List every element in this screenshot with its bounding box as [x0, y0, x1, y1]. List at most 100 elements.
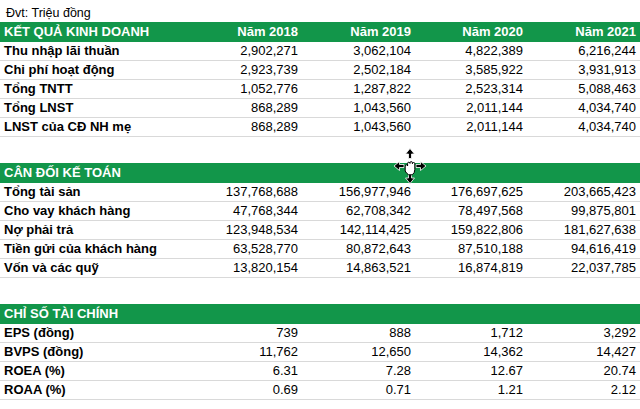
cell-value[interactable]: 123,948,534 [190, 221, 302, 240]
row-label: Nợ phải trả [0, 221, 190, 240]
table-row[interactable]: Nợ phải trả123,948,534142,114,425159,822… [0, 221, 640, 240]
cell-value[interactable]: 14,427 [527, 343, 640, 362]
sections: KẾT QUẢ KINH DOANH Năm 2018Năm 2019Năm 2… [0, 22, 640, 400]
cell-value[interactable]: 159,822,806 [415, 221, 527, 240]
cell-value[interactable]: 181,627,638 [527, 221, 640, 240]
table-row[interactable]: Chi phí hoạt động2,923,7392,502,1843,585… [0, 61, 640, 80]
cell-value[interactable]: 0.71 [302, 381, 415, 400]
cell-value[interactable]: 203,665,423 [527, 183, 640, 202]
row-label: ROAA (%) [0, 381, 190, 400]
cell-value[interactable]: 868,289 [190, 99, 302, 118]
table-row[interactable]: Tổng LNST868,2891,043,5602,011,1444,034,… [0, 99, 640, 118]
row-label: Tiền gửi của khách hàng [0, 240, 190, 259]
cell-value[interactable]: 888 [302, 324, 415, 343]
cell-value[interactable]: 3,931,913 [527, 61, 640, 80]
section-header-row: CÂN ĐỐI KẾ TOÁN [0, 163, 640, 183]
unit-note: Đvt: Triệu đồng [0, 0, 640, 22]
table-row[interactable]: Thu nhập lãi thuần2,902,2713,062,1044,82… [0, 42, 640, 61]
row-label: Chi phí hoạt động [0, 61, 190, 80]
cell-value[interactable]: 0.69 [190, 381, 302, 400]
cell-value[interactable]: 3,062,104 [302, 42, 415, 61]
cell-value[interactable]: 1.21 [415, 381, 527, 400]
section-header-row: KẾT QUẢ KINH DOANH Năm 2018Năm 2019Năm 2… [0, 22, 640, 42]
section-table-1: CÂN ĐỐI KẾ TOÁN Tổng tài sản137,768,6881… [0, 163, 640, 278]
cell-value[interactable]: 4,034,740 [527, 118, 640, 137]
cell-value[interactable]: 80,872,643 [302, 240, 415, 259]
cell-value[interactable]: 78,497,568 [415, 202, 527, 221]
table-row[interactable]: ROEA (%)6.317.2812.6720.74 [0, 362, 640, 381]
table-row[interactable]: Tổng TNTT1,052,7761,287,8222,523,3145,08… [0, 80, 640, 99]
cell-value[interactable]: 3,585,922 [415, 61, 527, 80]
cell-value[interactable]: 2,923,739 [190, 61, 302, 80]
cell-value[interactable]: 20.74 [527, 362, 640, 381]
cell-value[interactable]: 2,902,271 [190, 42, 302, 61]
cell-value[interactable]: 7.28 [302, 362, 415, 381]
row-label: LNST của CĐ NH mẹ [0, 118, 190, 137]
row-label: EPS (đồng) [0, 324, 190, 343]
cell-value[interactable]: 16,874,819 [415, 259, 527, 278]
table-row[interactable]: LNST của CĐ NH mẹ868,2891,043,5602,011,1… [0, 118, 640, 137]
cell-value[interactable]: 1,052,776 [190, 80, 302, 99]
cell-value[interactable]: 13,820,154 [190, 259, 302, 278]
cell-value[interactable]: 3,292 [527, 324, 640, 343]
row-label: Tổng LNST [0, 99, 190, 118]
cell-value[interactable]: 1,043,560 [302, 99, 415, 118]
table-row[interactable]: EPS (đồng)7398881,7123,292 [0, 324, 640, 343]
cell-value[interactable]: 5,088,463 [527, 80, 640, 99]
section-header-row: CHỈ SỐ TÀI CHÍNH [0, 304, 640, 324]
cell-value[interactable]: 99,875,801 [527, 202, 640, 221]
cell-value[interactable]: 14,362 [415, 343, 527, 362]
section-body: Tổng tài sản137,768,688156,977,946176,69… [0, 183, 640, 278]
cell-value[interactable]: 22,037,785 [527, 259, 640, 278]
cell-value[interactable]: 87,510,188 [415, 240, 527, 259]
cell-value[interactable]: 2,011,144 [415, 99, 527, 118]
cell-value[interactable]: 2,523,314 [415, 80, 527, 99]
section-body: EPS (đồng)7398881,7123,292BVPS (đồng)11,… [0, 324, 640, 400]
table-row[interactable]: Cho vay khách hàng47,768,34462,708,34278… [0, 202, 640, 221]
cell-value[interactable]: 142,114,425 [302, 221, 415, 240]
cell-value[interactable]: 94,616,419 [527, 240, 640, 259]
cell-value[interactable]: 2,502,184 [302, 61, 415, 80]
column-header: Năm 2019 [302, 22, 415, 42]
cell-value[interactable]: 63,528,770 [190, 240, 302, 259]
row-label: Vốn và các quỹ [0, 259, 190, 278]
row-label: BVPS (đồng) [0, 343, 190, 362]
cell-value[interactable]: 4,822,389 [415, 42, 527, 61]
cell-value[interactable]: 12.67 [415, 362, 527, 381]
section-title: KẾT QUẢ KINH DOANH [0, 22, 190, 42]
cell-value[interactable]: 868,289 [190, 118, 302, 137]
cell-value[interactable]: 11,762 [190, 343, 302, 362]
cell-value[interactable]: 1,043,560 [302, 118, 415, 137]
row-label: ROEA (%) [0, 362, 190, 381]
cell-value[interactable]: 12,650 [302, 343, 415, 362]
cell-value[interactable]: 176,697,625 [415, 183, 527, 202]
section-title: CHỈ SỐ TÀI CHÍNH [0, 304, 640, 324]
cell-value[interactable]: 1,712 [415, 324, 527, 343]
column-header: Năm 2020 [415, 22, 527, 42]
cell-value[interactable]: 4,034,740 [527, 99, 640, 118]
cell-value[interactable]: 14,863,521 [302, 259, 415, 278]
table-row[interactable]: ROAA (%)0.690.711.212.12 [0, 381, 640, 400]
row-label: Thu nhập lãi thuần [0, 42, 190, 61]
table-row[interactable]: BVPS (đồng)11,76212,65014,36214,427 [0, 343, 640, 362]
section-table-2: CHỈ SỐ TÀI CHÍNH EPS (đồng)7398881,7123,… [0, 304, 640, 400]
column-header: Năm 2021 [527, 22, 640, 42]
cell-value[interactable]: 47,768,344 [190, 202, 302, 221]
row-label: Tổng tài sản [0, 183, 190, 202]
cell-value[interactable]: 2,011,144 [415, 118, 527, 137]
section-body: Thu nhập lãi thuần2,902,2713,062,1044,82… [0, 42, 640, 137]
cell-value[interactable]: 739 [190, 324, 302, 343]
cell-value[interactable]: 6.31 [190, 362, 302, 381]
table-row[interactable]: Vốn và các quỹ13,820,15414,863,52116,874… [0, 259, 640, 278]
section-title: CÂN ĐỐI KẾ TOÁN [0, 163, 640, 183]
table-row[interactable]: Tổng tài sản137,768,688156,977,946176,69… [0, 183, 640, 202]
cell-value[interactable]: 62,708,342 [302, 202, 415, 221]
row-label: Tổng TNTT [0, 80, 190, 99]
cell-value[interactable]: 1,287,822 [302, 80, 415, 99]
cell-value[interactable]: 2.12 [527, 381, 640, 400]
cell-value[interactable]: 156,977,946 [302, 183, 415, 202]
cell-value[interactable]: 137,768,688 [190, 183, 302, 202]
row-label: Cho vay khách hàng [0, 202, 190, 221]
table-row[interactable]: Tiền gửi của khách hàng63,528,77080,872,… [0, 240, 640, 259]
cell-value[interactable]: 6,216,244 [527, 42, 640, 61]
